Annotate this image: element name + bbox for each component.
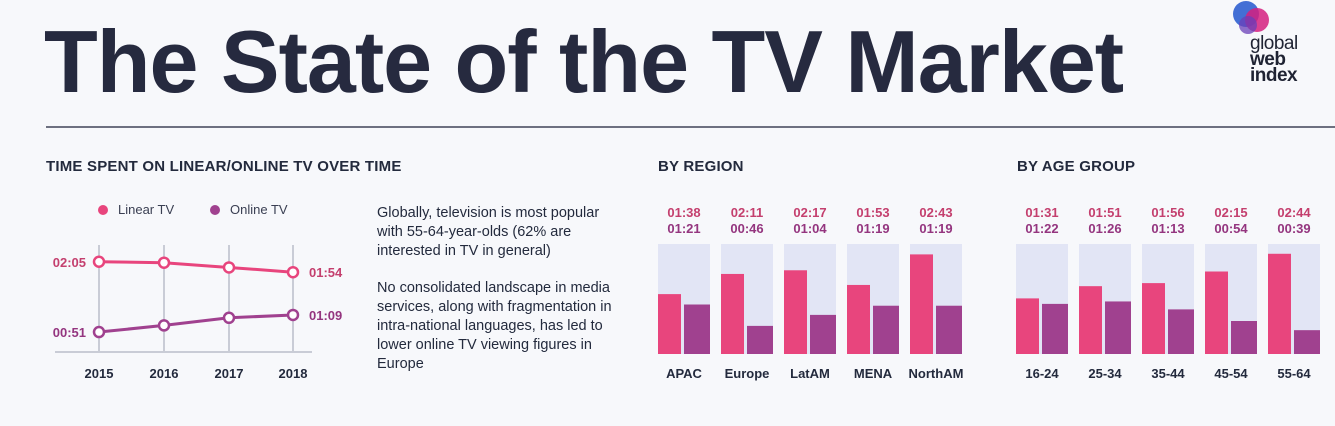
region-bar-online: [936, 305, 962, 354]
age-data-label-linear: 02:44: [1277, 205, 1311, 220]
legend-linear: Linear TV: [98, 202, 174, 217]
line-point-linear: [157, 256, 171, 269]
region-bar-linear: [721, 273, 744, 354]
line-point-linear: [222, 261, 236, 274]
age-bar-linear: [1142, 283, 1165, 354]
region-bar-linear: [784, 270, 807, 354]
age-bar-online: [1042, 303, 1068, 354]
region-data-label-online: 01:19: [856, 221, 889, 236]
insight-paragraph-2: No consolidated landscape in media servi…: [377, 280, 612, 372]
age-bar-linear: [1205, 271, 1228, 354]
age-data-label-online: 00:54: [1214, 221, 1248, 236]
region-bar-online: [873, 305, 899, 354]
region-bar-online: [684, 304, 710, 354]
line-series-linear: [98, 260, 294, 274]
age-bar-linear: [1079, 286, 1102, 354]
legend-online-dot-icon: [210, 205, 220, 215]
age-category-label: 35-44: [1151, 366, 1185, 381]
line-point-online: [222, 311, 236, 325]
age-data-label-linear: 01:56: [1151, 205, 1184, 220]
line-end-data-label: 01:09: [309, 308, 342, 323]
line-series-online: [98, 313, 294, 334]
region-data-label-linear: 02:11: [731, 205, 764, 220]
globalwebindex-logo: global web index: [1226, 0, 1335, 100]
page-title: The State of the TV Market: [44, 12, 1124, 111]
line-end-data-label: 01:54: [309, 265, 343, 280]
logo-text-global: global: [1250, 33, 1298, 54]
region-bar-linear: [658, 294, 681, 354]
age-bar-online: [1231, 321, 1257, 354]
age-data-label-online: 01:26: [1088, 221, 1121, 236]
insight-paragraph-1: Globally, television is most popular wit…: [377, 205, 600, 259]
line-start-data-label: 02:05: [53, 255, 86, 270]
region-category-label: NorthAM: [909, 366, 964, 381]
age-bar-online: [1294, 330, 1320, 354]
age-category-label: 45-54: [1214, 366, 1248, 381]
line-point-online: [92, 325, 106, 339]
logo-text-web: web: [1250, 49, 1286, 70]
age-bar-linear: [1016, 298, 1039, 354]
age-bar-online: [1168, 309, 1194, 354]
age-data-label-linear: 01:51: [1088, 205, 1121, 220]
age-data-label-linear: 01:31: [1025, 205, 1058, 220]
line-start-data-label: 00:51: [53, 325, 86, 340]
header-divider: [46, 126, 1335, 128]
region-bar-linear: [847, 284, 870, 354]
line-point-online: [157, 319, 171, 332]
region-data-label-linear: 01:53: [856, 205, 889, 220]
legend-linear-label: Linear TV: [118, 202, 175, 217]
region-data-label-online: 01:21: [667, 221, 700, 236]
region-data-label-online: 00:46: [730, 221, 763, 236]
region-category-label: APAC: [666, 366, 702, 381]
line-section-title: TIME SPENT ON LINEAR/ONLINE TV OVER TIME: [46, 158, 402, 175]
age-category-label: 16-24: [1025, 366, 1059, 381]
logo-circles-icon: [1233, 1, 1269, 34]
age-category-label: 25-34: [1088, 366, 1122, 381]
region-category-label: MENA: [854, 366, 893, 381]
region-bar-online: [747, 325, 773, 354]
line-point-online: [286, 308, 300, 322]
age-data-label-online: 00:39: [1277, 221, 1310, 236]
age-data-label-online: 01:22: [1025, 221, 1058, 236]
line-point-linear: [92, 255, 106, 268]
region-category-label: Europe: [725, 366, 770, 381]
age-data-label-online: 01:13: [1151, 221, 1184, 236]
age-bar-online: [1105, 301, 1131, 354]
legend-online: Online TV: [210, 202, 288, 217]
region-data-label-linear: 02:43: [919, 205, 952, 220]
age-bar-linear: [1268, 253, 1291, 354]
region-bar-online: [810, 314, 836, 354]
region-data-label-linear: 01:38: [667, 205, 700, 220]
region-data-label-online: 01:19: [919, 221, 952, 236]
line-chart-x-tick-label: 2017: [215, 366, 244, 381]
line-chart-x-tick-label: 2018: [279, 366, 308, 381]
line-point-linear: [286, 265, 300, 279]
region-data-label-online: 01:04: [793, 221, 827, 236]
region-bar-linear: [910, 254, 933, 354]
age-category-label: 55-64: [1277, 366, 1311, 381]
region-category-label: LatAM: [790, 366, 830, 381]
line-chart-x-tick-label: 2016: [150, 366, 179, 381]
legend-online-label: Online TV: [230, 202, 288, 217]
region-section-title: BY REGION: [658, 158, 744, 175]
line-chart-x-tick-label: 2015: [85, 366, 114, 381]
region-data-label-linear: 02:17: [793, 205, 826, 220]
age-data-label-linear: 02:15: [1214, 205, 1247, 220]
logo-text-index: index: [1250, 65, 1298, 86]
age-section-title: BY AGE GROUP: [1017, 158, 1136, 175]
legend-linear-dot-icon: [98, 205, 108, 215]
